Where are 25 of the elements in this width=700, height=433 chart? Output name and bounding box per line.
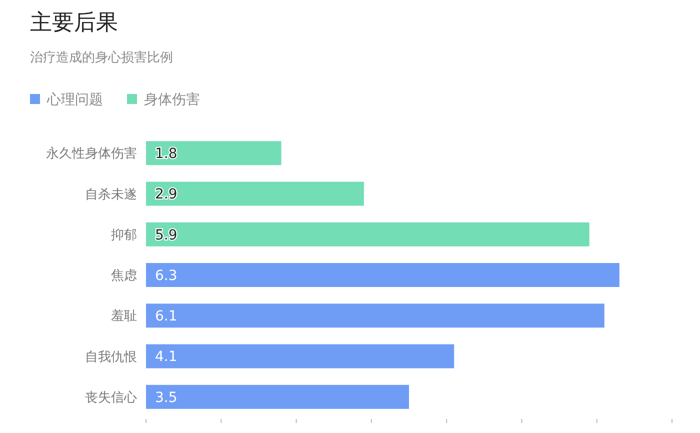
data-label: 1.8 [155, 146, 178, 162]
legend-label: 身体伤害 [144, 92, 200, 108]
y-tick-label: 丧失信心 [85, 389, 137, 406]
data-label: 4.1 [155, 349, 178, 366]
bar [146, 384, 409, 409]
data-label: 5.9 [155, 227, 178, 244]
bar [146, 304, 604, 328]
chart-subtitle: 治疗造成的身心损害比例 [30, 50, 173, 66]
y-tick-label: 永久性身体伤害 [46, 146, 137, 162]
y-tick-label: 焦虑 [111, 268, 137, 284]
chart-title: 主要后果 [30, 10, 118, 36]
y-tick-label: 自杀未遂 [85, 187, 137, 202]
bar [146, 263, 620, 287]
y-tick-label: 抑郁 [111, 228, 137, 243]
data-label: 2.9 [155, 186, 178, 203]
y-tick-label: 羞耻 [111, 308, 137, 324]
bar [146, 141, 282, 166]
bar [146, 222, 590, 246]
data-label: 3.5 [155, 390, 178, 406]
data-label: 6.3 [155, 268, 178, 284]
legend-label: 心理问题 [46, 92, 103, 108]
bar [146, 182, 364, 206]
bar [146, 344, 454, 368]
y-tick-label: 自我仇恨 [85, 350, 137, 365]
data-label: 6.1 [155, 308, 178, 325]
